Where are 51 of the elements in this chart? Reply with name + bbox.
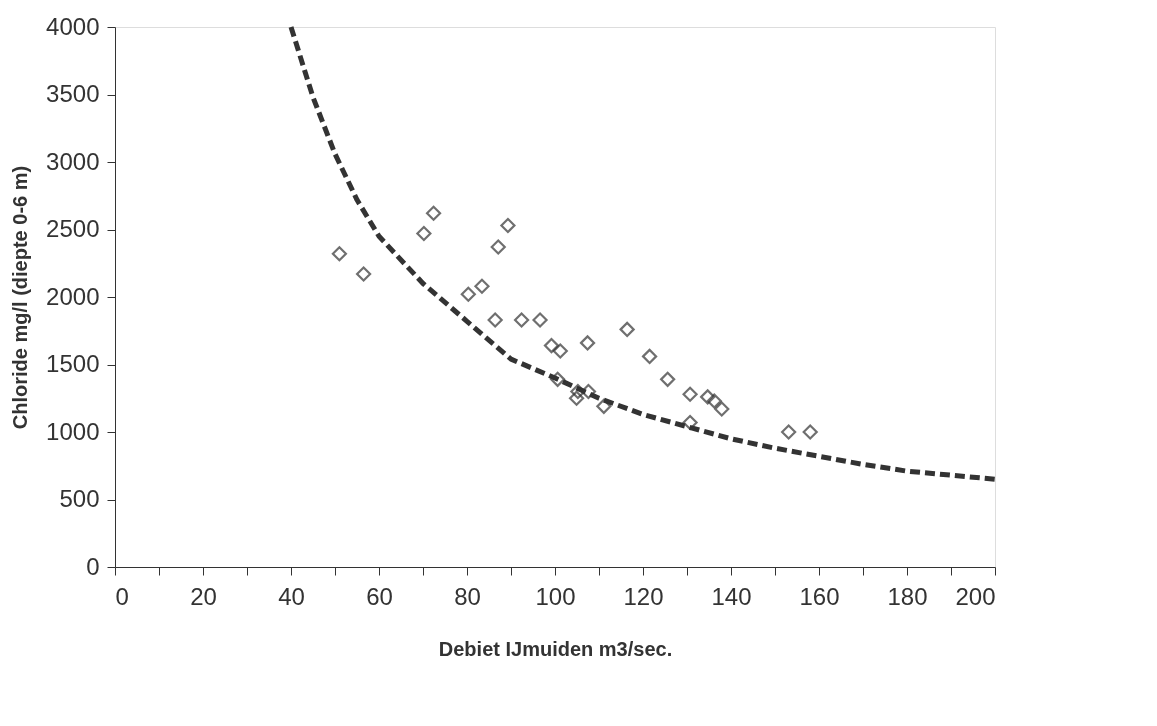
point (543, 337, 560, 354)
x-tick-label: 40 (278, 582, 305, 610)
point (570, 383, 586, 400)
point (596, 398, 612, 414)
x-tick-label: 160 (799, 582, 840, 610)
point (550, 371, 566, 387)
x-tick-label: 0 (115, 582, 129, 610)
point (500, 217, 516, 234)
y-tick-label: 2500 (46, 215, 100, 242)
point (513, 312, 530, 328)
x-tick-label: 200 (955, 582, 996, 610)
y-tick-label: 1500 (46, 350, 100, 377)
y-axis-title: Chloride mg/l (diepte 0-6 m) (9, 165, 32, 430)
point (714, 401, 730, 417)
y-tick-label: 1000 (46, 417, 100, 445)
x-tick-label: 180 (887, 582, 928, 610)
point (490, 239, 506, 255)
point (682, 386, 698, 402)
point (474, 278, 490, 294)
y-tick-label: 500 (59, 485, 100, 512)
point (580, 383, 597, 400)
y-tick-label: 4000 (46, 12, 100, 40)
x-tick-label: 20 (190, 582, 217, 610)
point (579, 335, 596, 351)
point (331, 246, 348, 262)
x-tick-label: 80 (454, 582, 481, 610)
point (802, 424, 818, 440)
y-tick-label: 3500 (46, 80, 100, 107)
point (416, 225, 432, 242)
y-tick-label: 3000 (46, 147, 100, 175)
point (706, 393, 722, 409)
point (460, 286, 476, 302)
point (781, 424, 797, 440)
point (487, 312, 503, 328)
point (641, 348, 658, 365)
x-tick-label: 100 (535, 582, 576, 610)
point (700, 389, 716, 405)
point (660, 371, 676, 387)
point (532, 312, 548, 328)
point (355, 266, 372, 282)
y-tick-label: 0 (86, 552, 100, 580)
x-tick-label: 120 (623, 582, 664, 610)
y-tick-label: 2000 (46, 282, 100, 310)
point (425, 205, 442, 221)
point (552, 343, 568, 359)
point (682, 414, 698, 431)
x-axis-title: Debiet IJmuiden m3/sec. (438, 637, 673, 660)
point (568, 390, 585, 406)
point (619, 321, 635, 338)
x-tick-label: 60 (366, 582, 393, 610)
x-tick-label: 140 (711, 582, 752, 610)
